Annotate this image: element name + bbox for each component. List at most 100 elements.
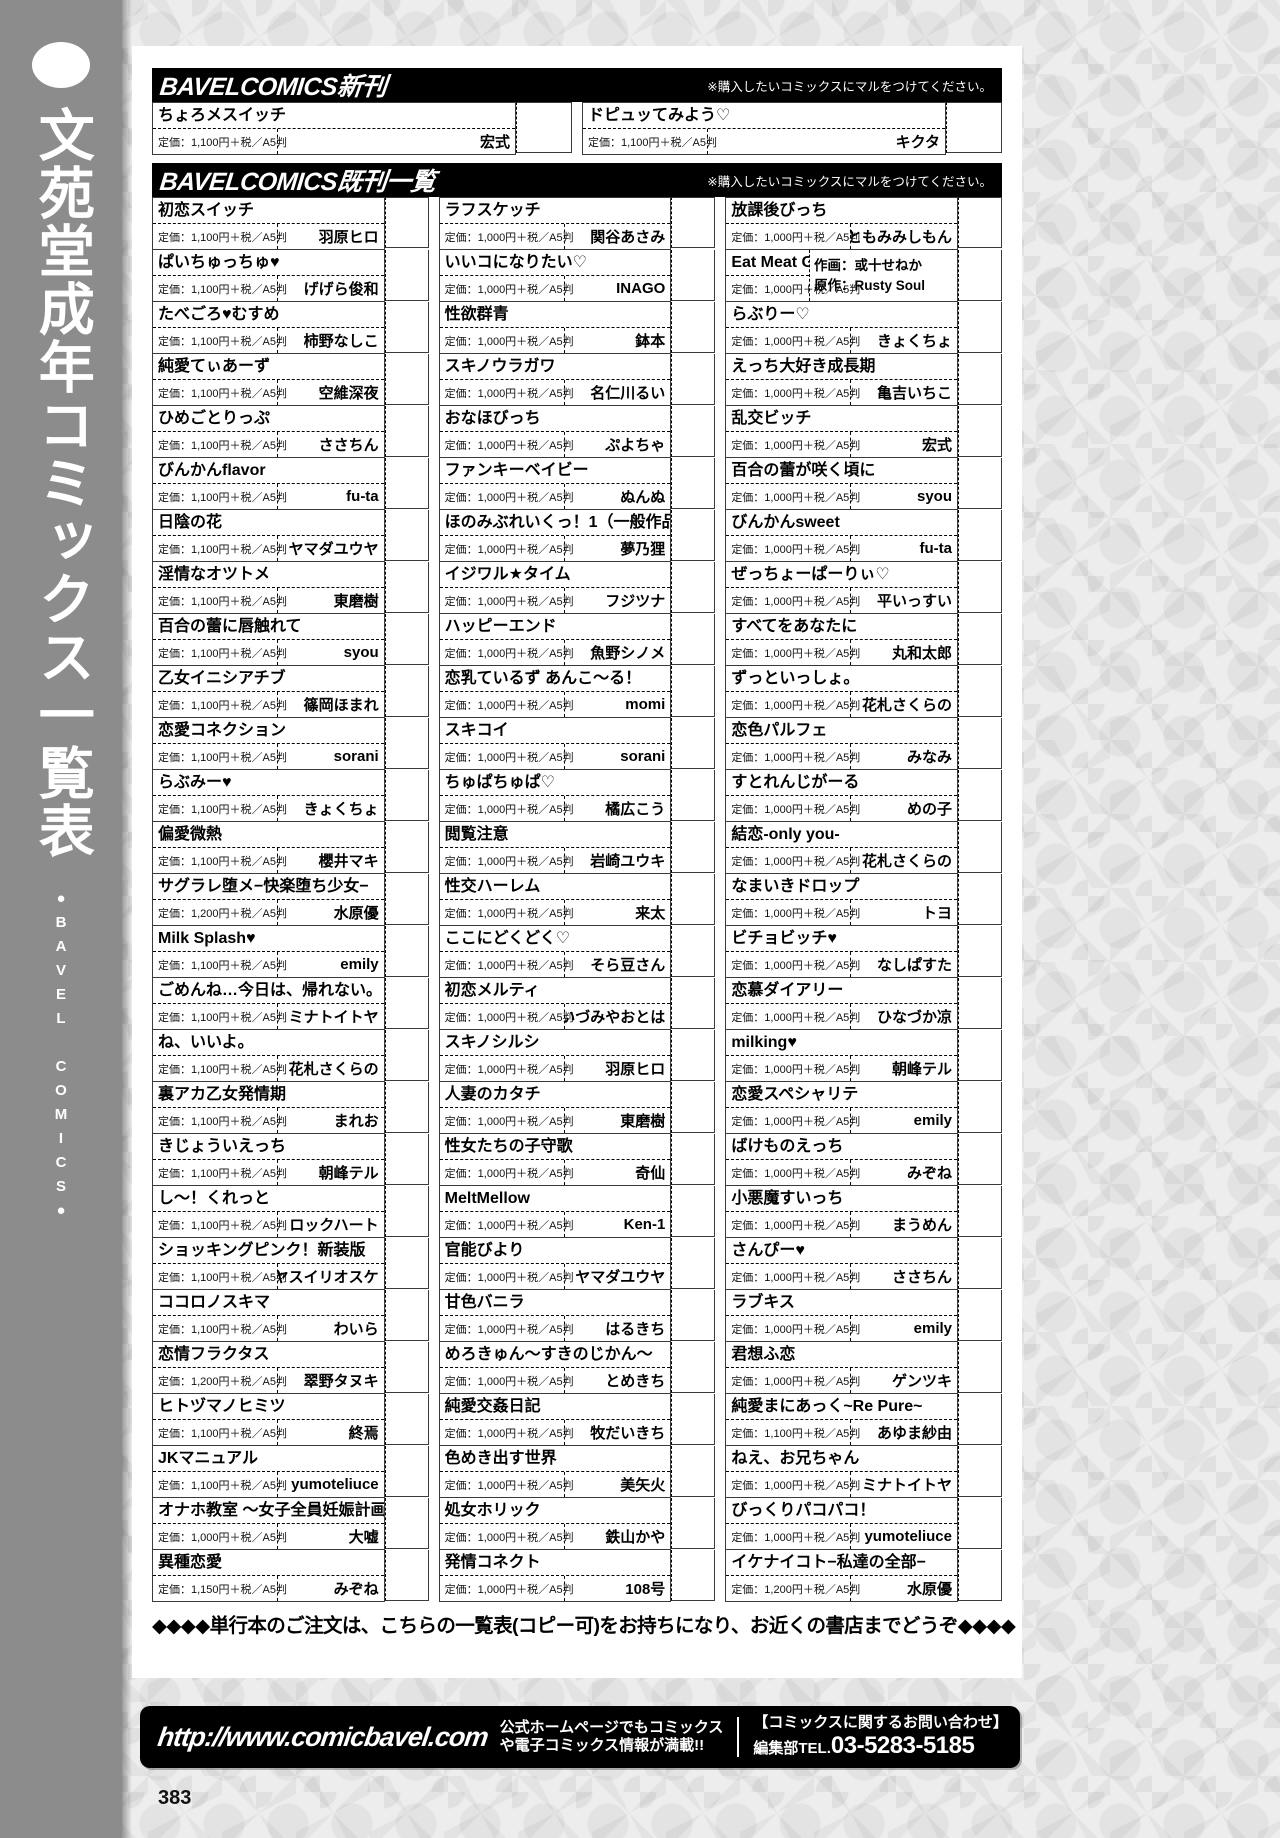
order-checkbox-cell[interactable] [958, 1550, 1002, 1602]
order-checkbox-cell[interactable] [384, 1394, 429, 1446]
order-checkbox-cell[interactable] [384, 1030, 429, 1082]
order-checkbox-cell[interactable] [958, 354, 1002, 406]
catalogue-cell[interactable]: ここにどくどく♡ 定価：1,000円＋税／A5判 そら豆さん [438, 926, 672, 978]
order-checkbox-cell[interactable] [671, 302, 716, 354]
catalogue-cell[interactable]: ショッキングピンク！新装版 定価：1,100円＋税／A5判 ヤスイリオスケ [152, 1238, 385, 1290]
order-checkbox-cell[interactable] [958, 1186, 1002, 1238]
catalogue-cell[interactable]: イケナイコト−私達の全部− 定価：1,200円＋税／A5判 水原優 [725, 1550, 958, 1602]
order-checkbox-cell[interactable] [671, 770, 716, 822]
catalogue-cell[interactable]: 偏愛微熱 定価：1,100円＋税／A5判 櫻井マキ [152, 822, 385, 874]
order-checkbox-cell[interactable] [958, 562, 1002, 614]
catalogue-cell[interactable]: ココロノスキマ 定価：1,100円＋税／A5判 わいら [152, 1290, 385, 1342]
catalogue-cell[interactable]: 初恋スイッチ 定価：1,100円＋税／A5判 羽原ヒロ [152, 197, 385, 250]
catalogue-cell[interactable]: 恋情フラクタス 定価：1,200円＋税／A5判 翠野タヌキ [152, 1342, 385, 1394]
catalogue-cell[interactable]: らぶみー♥ 定価：1,100円＋税／A5判 きょくちょ [152, 770, 385, 822]
catalogue-cell[interactable]: 純愛交姦日記 定価：1,000円＋税／A5判 牧だいきち [438, 1394, 672, 1446]
order-checkbox-cell[interactable] [671, 1082, 716, 1134]
catalogue-cell[interactable]: ハッピーエンド 定価：1,000円＋税／A5判 魚野シノメ [438, 614, 672, 666]
order-checkbox-cell[interactable] [384, 1550, 429, 1602]
order-checkbox-cell[interactable] [384, 458, 429, 510]
catalogue-cell[interactable]: たべごろ♥むすめ 定価：1,100円＋税／A5判 柿野なしこ [152, 302, 385, 354]
order-checkbox-cell[interactable] [384, 562, 429, 614]
order-checkbox-cell[interactable] [946, 102, 1002, 155]
catalogue-cell[interactable]: 性欲群青 定価：1,000円＋税／A5判 鉢本 [438, 302, 672, 354]
catalogue-cell[interactable]: 異種恋愛 定価：1,150円＋税／A5判 みぞね [152, 1550, 385, 1602]
order-checkbox-cell[interactable] [958, 978, 1002, 1030]
order-checkbox-cell[interactable] [671, 1290, 716, 1342]
order-checkbox-cell[interactable] [958, 197, 1002, 250]
catalogue-cell[interactable]: 官能びより 定価：1,000円＋税／A5判 ヤマダユウヤ [438, 1238, 672, 1290]
catalogue-cell[interactable]: びんかんflavor 定価：1,100円＋税／A5判 fu-ta [152, 458, 385, 510]
order-checkbox-cell[interactable] [671, 822, 716, 874]
order-checkbox-cell[interactable] [958, 926, 1002, 978]
order-checkbox-cell[interactable] [671, 1550, 716, 1602]
catalogue-cell[interactable]: ひめごとりっぷ 定価：1,100円＋税／A5判 ささちん [152, 406, 385, 458]
catalogue-cell[interactable]: 甘色バニラ 定価：1,000円＋税／A5判 はるきち [438, 1290, 672, 1342]
catalogue-cell[interactable]: 恋愛コネクション 定価：1,100円＋税／A5判 sorani [152, 718, 385, 770]
catalogue-cell[interactable]: ねえ、お兄ちゃん 定価：1,000円＋税／A5判 ミナトイトヤ [725, 1446, 958, 1498]
order-checkbox-cell[interactable] [384, 1082, 429, 1134]
order-checkbox-cell[interactable] [958, 1498, 1002, 1550]
new-release-cell[interactable]: ドピュッてみよう♡ 定価：1,100円＋税／A5判 キクタ [582, 102, 946, 155]
order-checkbox-cell[interactable] [384, 926, 429, 978]
order-checkbox-cell[interactable] [384, 510, 429, 562]
catalogue-cell[interactable]: ビチョビッチ♥ 定価：1,000円＋税／A5判 なしぱすた [725, 926, 958, 978]
catalogue-cell[interactable]: イジワル★タイム 定価：1,000円＋税／A5判 フジツナ [438, 562, 672, 614]
order-checkbox-cell[interactable] [384, 1498, 429, 1550]
order-checkbox-cell[interactable] [671, 197, 716, 250]
catalogue-cell[interactable]: ぜっちょーぱーりぃ♡ 定価：1,000円＋税／A5判 平いっすい [725, 562, 958, 614]
order-checkbox-cell[interactable] [671, 1446, 716, 1498]
catalogue-cell[interactable]: おなほびっち 定価：1,000円＋税／A5判 ぷよちゃ [438, 406, 672, 458]
order-checkbox-cell[interactable] [671, 510, 716, 562]
catalogue-cell[interactable]: なまいきドロップ 定価：1,000円＋税／A5判 トヨ [725, 874, 958, 926]
website-url[interactable]: http://www.comicbavel.com [155, 1721, 490, 1752]
catalogue-cell[interactable]: 結恋-only you- 定価：1,000円＋税／A5判 花札さくらの [725, 822, 958, 874]
order-checkbox-cell[interactable] [958, 1030, 1002, 1082]
catalogue-cell[interactable]: 乙女イニシアチブ 定価：1,100円＋税／A5判 篠岡ほまれ [152, 666, 385, 718]
catalogue-cell[interactable]: ずっといっしょ。 定価：1,000円＋税／A5判 花札さくらの [725, 666, 958, 718]
order-checkbox-cell[interactable] [384, 1238, 429, 1290]
catalogue-cell[interactable]: びんかんsweet 定価：1,000円＋税／A5判 fu-ta [725, 510, 958, 562]
catalogue-cell[interactable]: 百合の蕾に唇触れて 定価：1,100円＋税／A5判 syou [152, 614, 385, 666]
order-checkbox-cell[interactable] [384, 354, 429, 406]
catalogue-cell[interactable]: 純愛てぃあーず 定価：1,100円＋税／A5判 空維深夜 [152, 354, 385, 406]
order-checkbox-cell[interactable] [384, 822, 429, 874]
order-checkbox-cell[interactable] [958, 1238, 1002, 1290]
order-checkbox-cell[interactable] [671, 978, 716, 1030]
catalogue-cell[interactable]: Milk Splash♥ 定価：1,100円＋税／A5判 emily [152, 926, 385, 978]
order-checkbox-cell[interactable] [384, 1186, 429, 1238]
order-checkbox-cell[interactable] [671, 666, 716, 718]
order-checkbox-cell[interactable] [958, 406, 1002, 458]
new-release-cell[interactable]: ちょろメスイッチ 定価：1,100円＋税／A5判 宏式 [152, 102, 516, 155]
catalogue-cell[interactable]: ごめんね…今日は、帰れない。 定価：1,100円＋税／A5判 ミナトイトヤ [152, 978, 385, 1030]
order-checkbox-cell[interactable] [671, 1342, 716, 1394]
catalogue-cell[interactable]: ラフスケッチ 定価：1,000円＋税／A5判 関谷あさみ [438, 197, 672, 250]
catalogue-cell[interactable]: ヒトヅマノヒミツ 定価：1,100円＋税／A5判 終焉 [152, 1394, 385, 1446]
order-checkbox-cell[interactable] [958, 1394, 1002, 1446]
catalogue-cell[interactable]: ファンキーベイビー 定価：1,000円＋税／A5判 ぬんぬ [438, 458, 672, 510]
catalogue-cell[interactable]: いいコになりたい♡ 定価：1,000円＋税／A5判 INAGO [438, 250, 672, 302]
catalogue-cell[interactable]: えっち大好き成長期 定価：1,000円＋税／A5判 亀吉いちこ [725, 354, 958, 406]
order-checkbox-cell[interactable] [384, 978, 429, 1030]
order-checkbox-cell[interactable] [671, 458, 716, 510]
order-checkbox-cell[interactable] [384, 250, 429, 302]
order-checkbox-cell[interactable] [384, 874, 429, 926]
catalogue-cell[interactable]: ぱいちゅっちゅ♥ 定価：1,100円＋税／A5判 げげら俊和 [152, 250, 385, 302]
order-checkbox-cell[interactable] [671, 614, 716, 666]
order-checkbox-cell[interactable] [384, 1446, 429, 1498]
catalogue-cell[interactable]: ね、いいよ。 定価：1,100円＋税／A5判 花札さくらの [152, 1030, 385, 1082]
order-checkbox-cell[interactable] [671, 562, 716, 614]
order-checkbox-cell[interactable] [671, 1186, 716, 1238]
order-checkbox-cell[interactable] [516, 102, 572, 155]
catalogue-cell[interactable]: サグラレ堕メ−快楽堕ち少女− 定価：1,200円＋税／A5判 水原優 [152, 874, 385, 926]
order-checkbox-cell[interactable] [384, 406, 429, 458]
order-checkbox-cell[interactable] [958, 1290, 1002, 1342]
order-checkbox-cell[interactable] [384, 197, 429, 250]
catalogue-cell[interactable]: 君想ふ恋 定価：1,000円＋税／A5判 ゲンツキ [725, 1342, 958, 1394]
catalogue-cell[interactable]: びっくりパコパコ！ 定価：1,000円＋税／A5判 yumoteliuce [725, 1498, 958, 1550]
catalogue-cell[interactable]: 百合の蕾が咲く頃に 定価：1,000円＋税／A5判 syou [725, 458, 958, 510]
order-checkbox-cell[interactable] [384, 1134, 429, 1186]
catalogue-cell[interactable]: 人妻のカタチ 定価：1,000円＋税／A5判 東磨樹 [438, 1082, 672, 1134]
catalogue-cell[interactable]: 発情コネクト 定価：1,000円＋税／A5判 108号 [438, 1550, 672, 1602]
order-checkbox-cell[interactable] [671, 250, 716, 302]
